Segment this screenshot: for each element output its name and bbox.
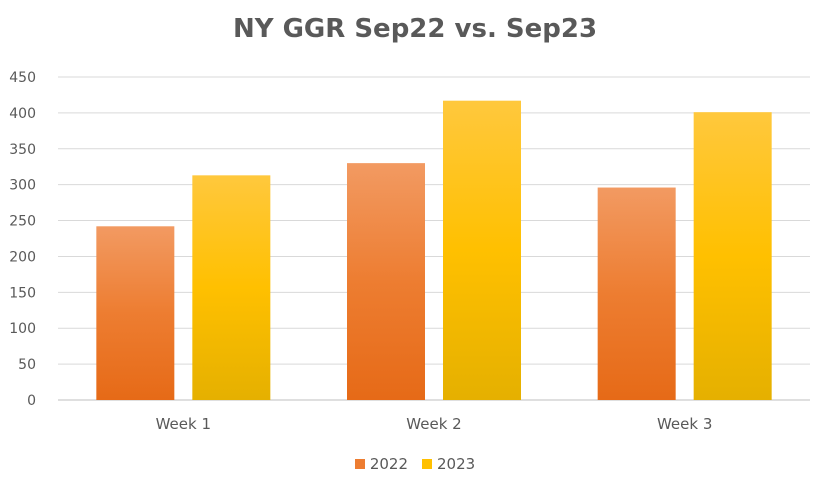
y-tick-label: 150 xyxy=(9,285,36,301)
bar-2023-week-3 xyxy=(693,112,772,400)
bars xyxy=(96,100,772,400)
legend-swatch-2023 xyxy=(422,459,432,469)
y-tick-label: 450 xyxy=(9,70,36,86)
y-tick-label: 250 xyxy=(9,214,36,230)
y-tick-label: 300 xyxy=(9,178,36,194)
y-tick-label: 100 xyxy=(9,321,36,337)
bar-2022-week-2 xyxy=(347,163,425,400)
legend: 2022 2023 xyxy=(0,455,830,473)
bar-2023-week-1 xyxy=(192,175,271,400)
bar-2023-week-2 xyxy=(443,100,521,400)
legend-label-2023: 2023 xyxy=(437,455,476,473)
y-tick-label: 350 xyxy=(9,142,36,158)
legend-item-2022: 2022 xyxy=(354,455,408,473)
x-axis-labels: Week 1 Week 2 Week 3 xyxy=(156,415,713,433)
y-axis-labels: 0 50 100 150 200 250 300 350 400 450 xyxy=(9,70,36,409)
y-tick-label: 0 xyxy=(27,393,36,409)
x-category-label: Week 3 xyxy=(657,415,712,433)
bar-2022-week-3 xyxy=(597,187,676,400)
y-tick-label: 50 xyxy=(18,357,36,373)
legend-label-2022: 2022 xyxy=(369,455,408,473)
legend-swatch-2022 xyxy=(354,459,365,469)
x-category-label: Week 2 xyxy=(406,415,461,433)
bar-2022-week-1 xyxy=(96,226,175,400)
x-category-label: Week 1 xyxy=(156,415,211,433)
legend-item-2023: 2023 xyxy=(422,455,475,473)
chart-title: NY GGR Sep22 vs. Sep23 xyxy=(232,14,598,44)
y-tick-label: 200 xyxy=(9,249,36,265)
y-tick-label: 400 xyxy=(9,106,36,122)
gridlines xyxy=(58,76,810,401)
